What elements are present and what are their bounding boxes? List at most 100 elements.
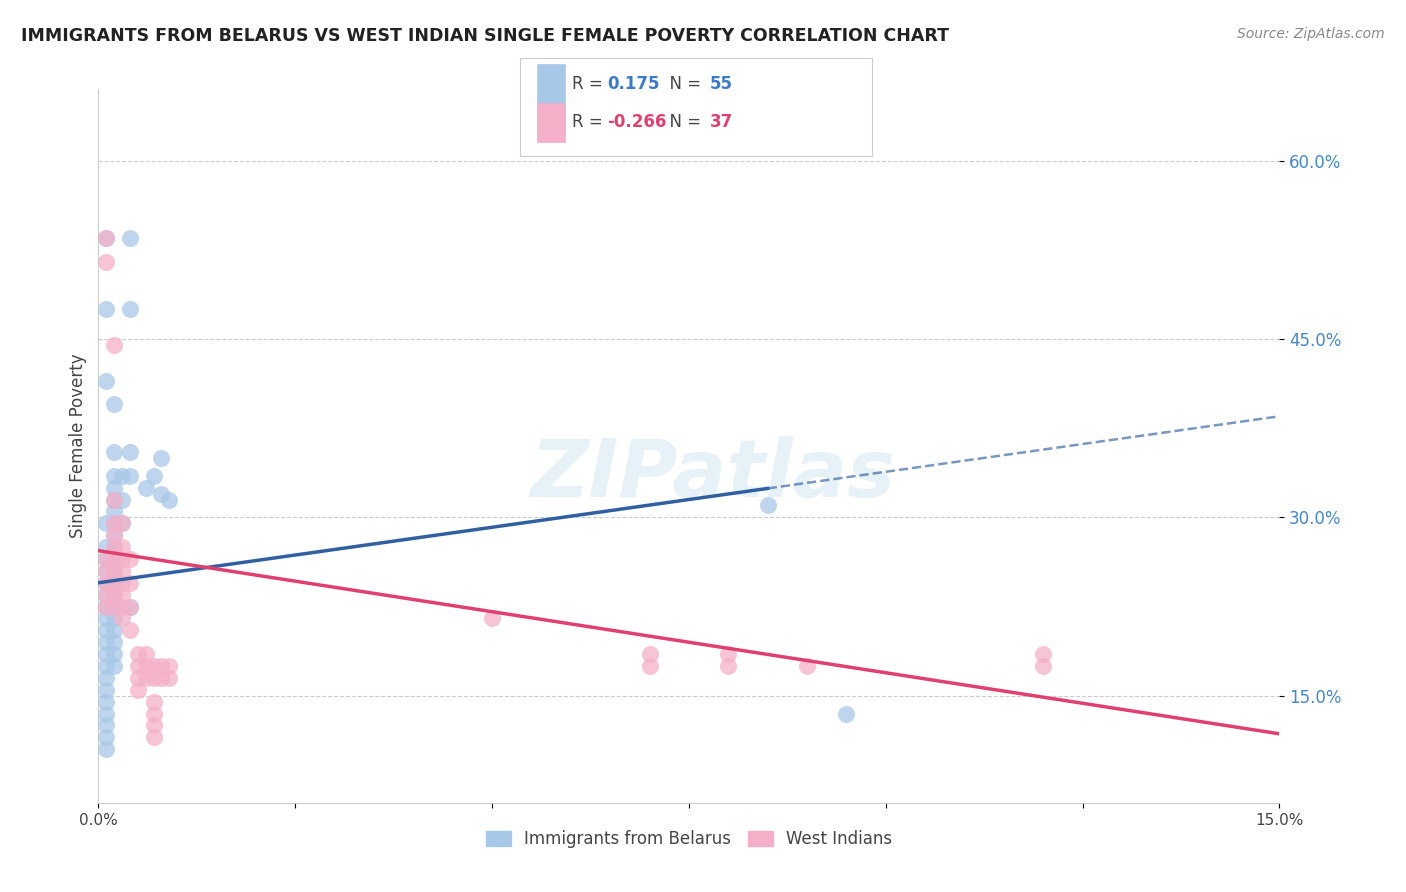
Point [103,445,125,459]
Text: ZIPatlas: ZIPatlas [530,435,896,514]
Point [118,445,141,459]
Point [717,647,740,661]
Point [118,302,141,317]
Point [135,647,157,661]
Point [103,564,125,578]
Point [111,516,134,531]
Point [150,450,173,465]
Point [96,564,118,578]
Text: N =: N = [659,75,707,93]
Point [111,516,134,531]
Point [96,599,118,614]
Point [111,611,134,625]
Point [96,659,118,673]
Y-axis label: Single Female Poverty: Single Female Poverty [69,354,87,538]
Point [150,486,173,500]
Point [157,492,180,507]
Text: R =: R = [572,75,609,93]
Point [103,575,125,590]
Point [103,492,125,507]
Point [103,599,125,614]
Point [103,540,125,554]
Point [103,528,125,542]
Point [150,659,173,673]
Point [111,552,134,566]
Point [142,695,165,709]
Point [796,659,818,673]
Point [96,682,118,697]
Point [96,706,118,721]
Point [96,635,118,649]
Point [103,647,125,661]
Text: IMMIGRANTS FROM BELARUS VS WEST INDIAN SINGLE FEMALE POVERTY CORRELATION CHART: IMMIGRANTS FROM BELARUS VS WEST INDIAN S… [21,27,949,45]
Point [103,588,125,602]
Text: 55: 55 [710,75,733,93]
Point [111,540,134,554]
Point [96,731,118,745]
Point [103,504,125,518]
Point [481,611,503,625]
Point [157,659,180,673]
Point [103,552,125,566]
Point [127,647,149,661]
Point [103,564,125,578]
Point [103,588,125,602]
Point [96,599,118,614]
Point [1032,659,1054,673]
Point [638,647,661,661]
Text: R =: R = [572,113,609,131]
Point [103,540,125,554]
Point [96,552,118,566]
Point [135,481,157,495]
Point [103,624,125,638]
Point [1032,647,1054,661]
Point [111,564,134,578]
Point [118,231,141,245]
Point [96,647,118,661]
Point [118,575,141,590]
Point [103,635,125,649]
Point [96,540,118,554]
Point [150,671,173,685]
Point [118,599,141,614]
Point [103,552,125,566]
Point [96,516,118,531]
Point [127,671,149,685]
Point [103,575,125,590]
Point [638,659,661,673]
Point [96,575,118,590]
Point [118,599,141,614]
Point [111,588,134,602]
Point [103,599,125,614]
Point [135,659,157,673]
Point [96,564,118,578]
Point [142,659,165,673]
Point [157,671,180,685]
Point [96,254,118,268]
Text: 37: 37 [710,113,734,131]
Point [96,588,118,602]
Point [96,624,118,638]
Point [96,695,118,709]
Point [96,231,118,245]
Point [111,468,134,483]
Point [96,552,118,566]
Point [96,575,118,590]
Point [103,338,125,352]
Point [103,468,125,483]
Text: -0.266: -0.266 [607,113,666,131]
Point [142,718,165,732]
Point [142,731,165,745]
Point [118,468,141,483]
Point [103,492,125,507]
Point [103,516,125,531]
Point [111,492,134,507]
Point [118,552,141,566]
Point [96,588,118,602]
Legend: Immigrants from Belarus, West Indians: Immigrants from Belarus, West Indians [479,824,898,855]
Point [96,302,118,317]
Point [127,682,149,697]
Point [756,499,779,513]
Point [103,516,125,531]
Point [118,624,141,638]
